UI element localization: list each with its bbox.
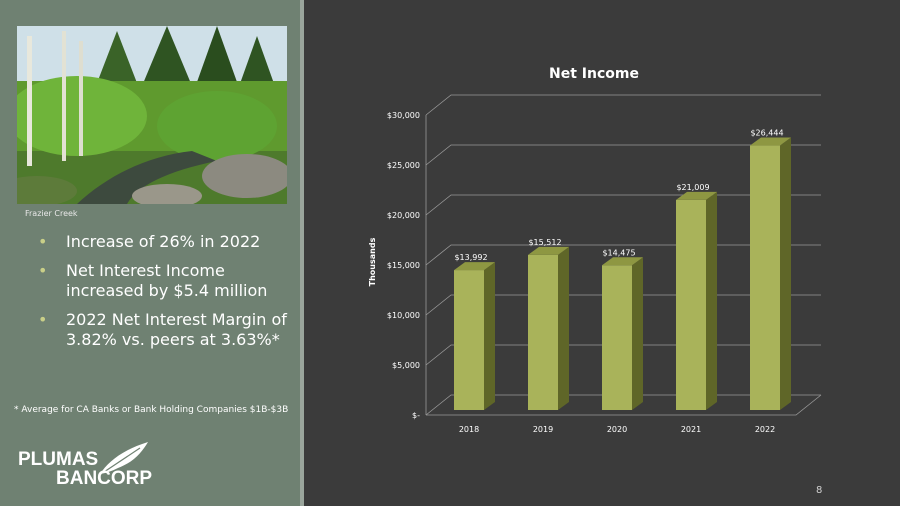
bullet-text: 2022 Net Interest Margin of 3.82% vs. pe… <box>66 310 287 349</box>
chart-panel <box>304 0 900 506</box>
footnote: * Average for CA Banks or Bank Holding C… <box>14 405 289 415</box>
data-label: $13,992 <box>454 253 487 262</box>
x-tick-label: 2018 <box>459 425 479 434</box>
chart-title: Net Income <box>549 66 639 82</box>
bar-top <box>528 246 569 255</box>
y-tick-label: $- <box>412 411 420 420</box>
bar-top <box>750 137 791 146</box>
left-panel: Frazier Creek • Increase of 26% in 2022 •… <box>0 0 300 506</box>
bar-top <box>602 257 643 266</box>
bar <box>750 145 780 410</box>
y-tick-label: $25,000 <box>387 161 420 170</box>
bullet-dot-icon: • <box>38 232 48 251</box>
bullet-item: • 2022 Net Interest Margin of 3.82% vs. p… <box>38 310 288 350</box>
page-number: 8 <box>816 485 823 496</box>
bullet-dot-icon: • <box>38 310 48 329</box>
y-axis-label: Thousands <box>368 237 377 286</box>
x-tick-label: 2022 <box>755 425 775 434</box>
bar-side <box>558 246 569 410</box>
y-tick-label: $20,000 <box>387 211 420 220</box>
bar-side <box>706 191 717 410</box>
data-label: $26,444 <box>750 129 783 138</box>
logo-line1: PLUMAS <box>18 449 99 470</box>
y-tick-label: $30,000 <box>387 111 420 120</box>
bar <box>602 265 632 410</box>
data-label: $21,009 <box>676 183 709 192</box>
bullet-dot-icon: • <box>38 261 48 280</box>
creek-photo <box>17 26 287 204</box>
x-tick-label: 2021 <box>681 425 701 434</box>
x-tick-label: 2020 <box>607 425 627 434</box>
photo-caption: Frazier Creek <box>25 209 78 218</box>
net-income-chart: Net Income Thousands $- $5,000 $10,000 $15,… <box>368 66 822 434</box>
bar-top <box>454 262 495 271</box>
bar-side <box>484 262 495 410</box>
floor-line <box>426 394 822 416</box>
bar-side <box>632 257 643 410</box>
gridline <box>425 144 821 166</box>
feather-icon <box>100 442 148 474</box>
bar <box>454 270 484 410</box>
bar <box>528 254 558 410</box>
data-label: $14,475 <box>602 248 635 257</box>
gridline <box>425 94 821 116</box>
panel-divider <box>300 0 304 506</box>
plumas-bancorp-logo: PLUMAS BANCORP <box>18 440 168 490</box>
bullet-item: • Increase of 26% in 2022 <box>38 232 288 252</box>
bullet-text: Net Interest Income increased by $5.4 mi… <box>66 261 268 300</box>
bar <box>676 199 706 410</box>
data-label: $15,512 <box>528 238 561 247</box>
logo-line2: BANCORP <box>56 468 153 489</box>
bar-side <box>780 137 791 410</box>
y-tick-label: $10,000 <box>387 311 420 320</box>
bullet-item: • Net Interest Income increased by $5.4 m… <box>38 261 288 301</box>
y-tick-label: $15,000 <box>387 261 420 270</box>
x-tick-label: 2019 <box>533 425 553 434</box>
bullet-text: Increase of 26% in 2022 <box>66 232 261 251</box>
bullet-list: • Increase of 26% in 2022 • Net Interest I… <box>38 232 288 359</box>
bar-top <box>676 191 717 200</box>
y-tick-label: $5,000 <box>392 361 420 370</box>
